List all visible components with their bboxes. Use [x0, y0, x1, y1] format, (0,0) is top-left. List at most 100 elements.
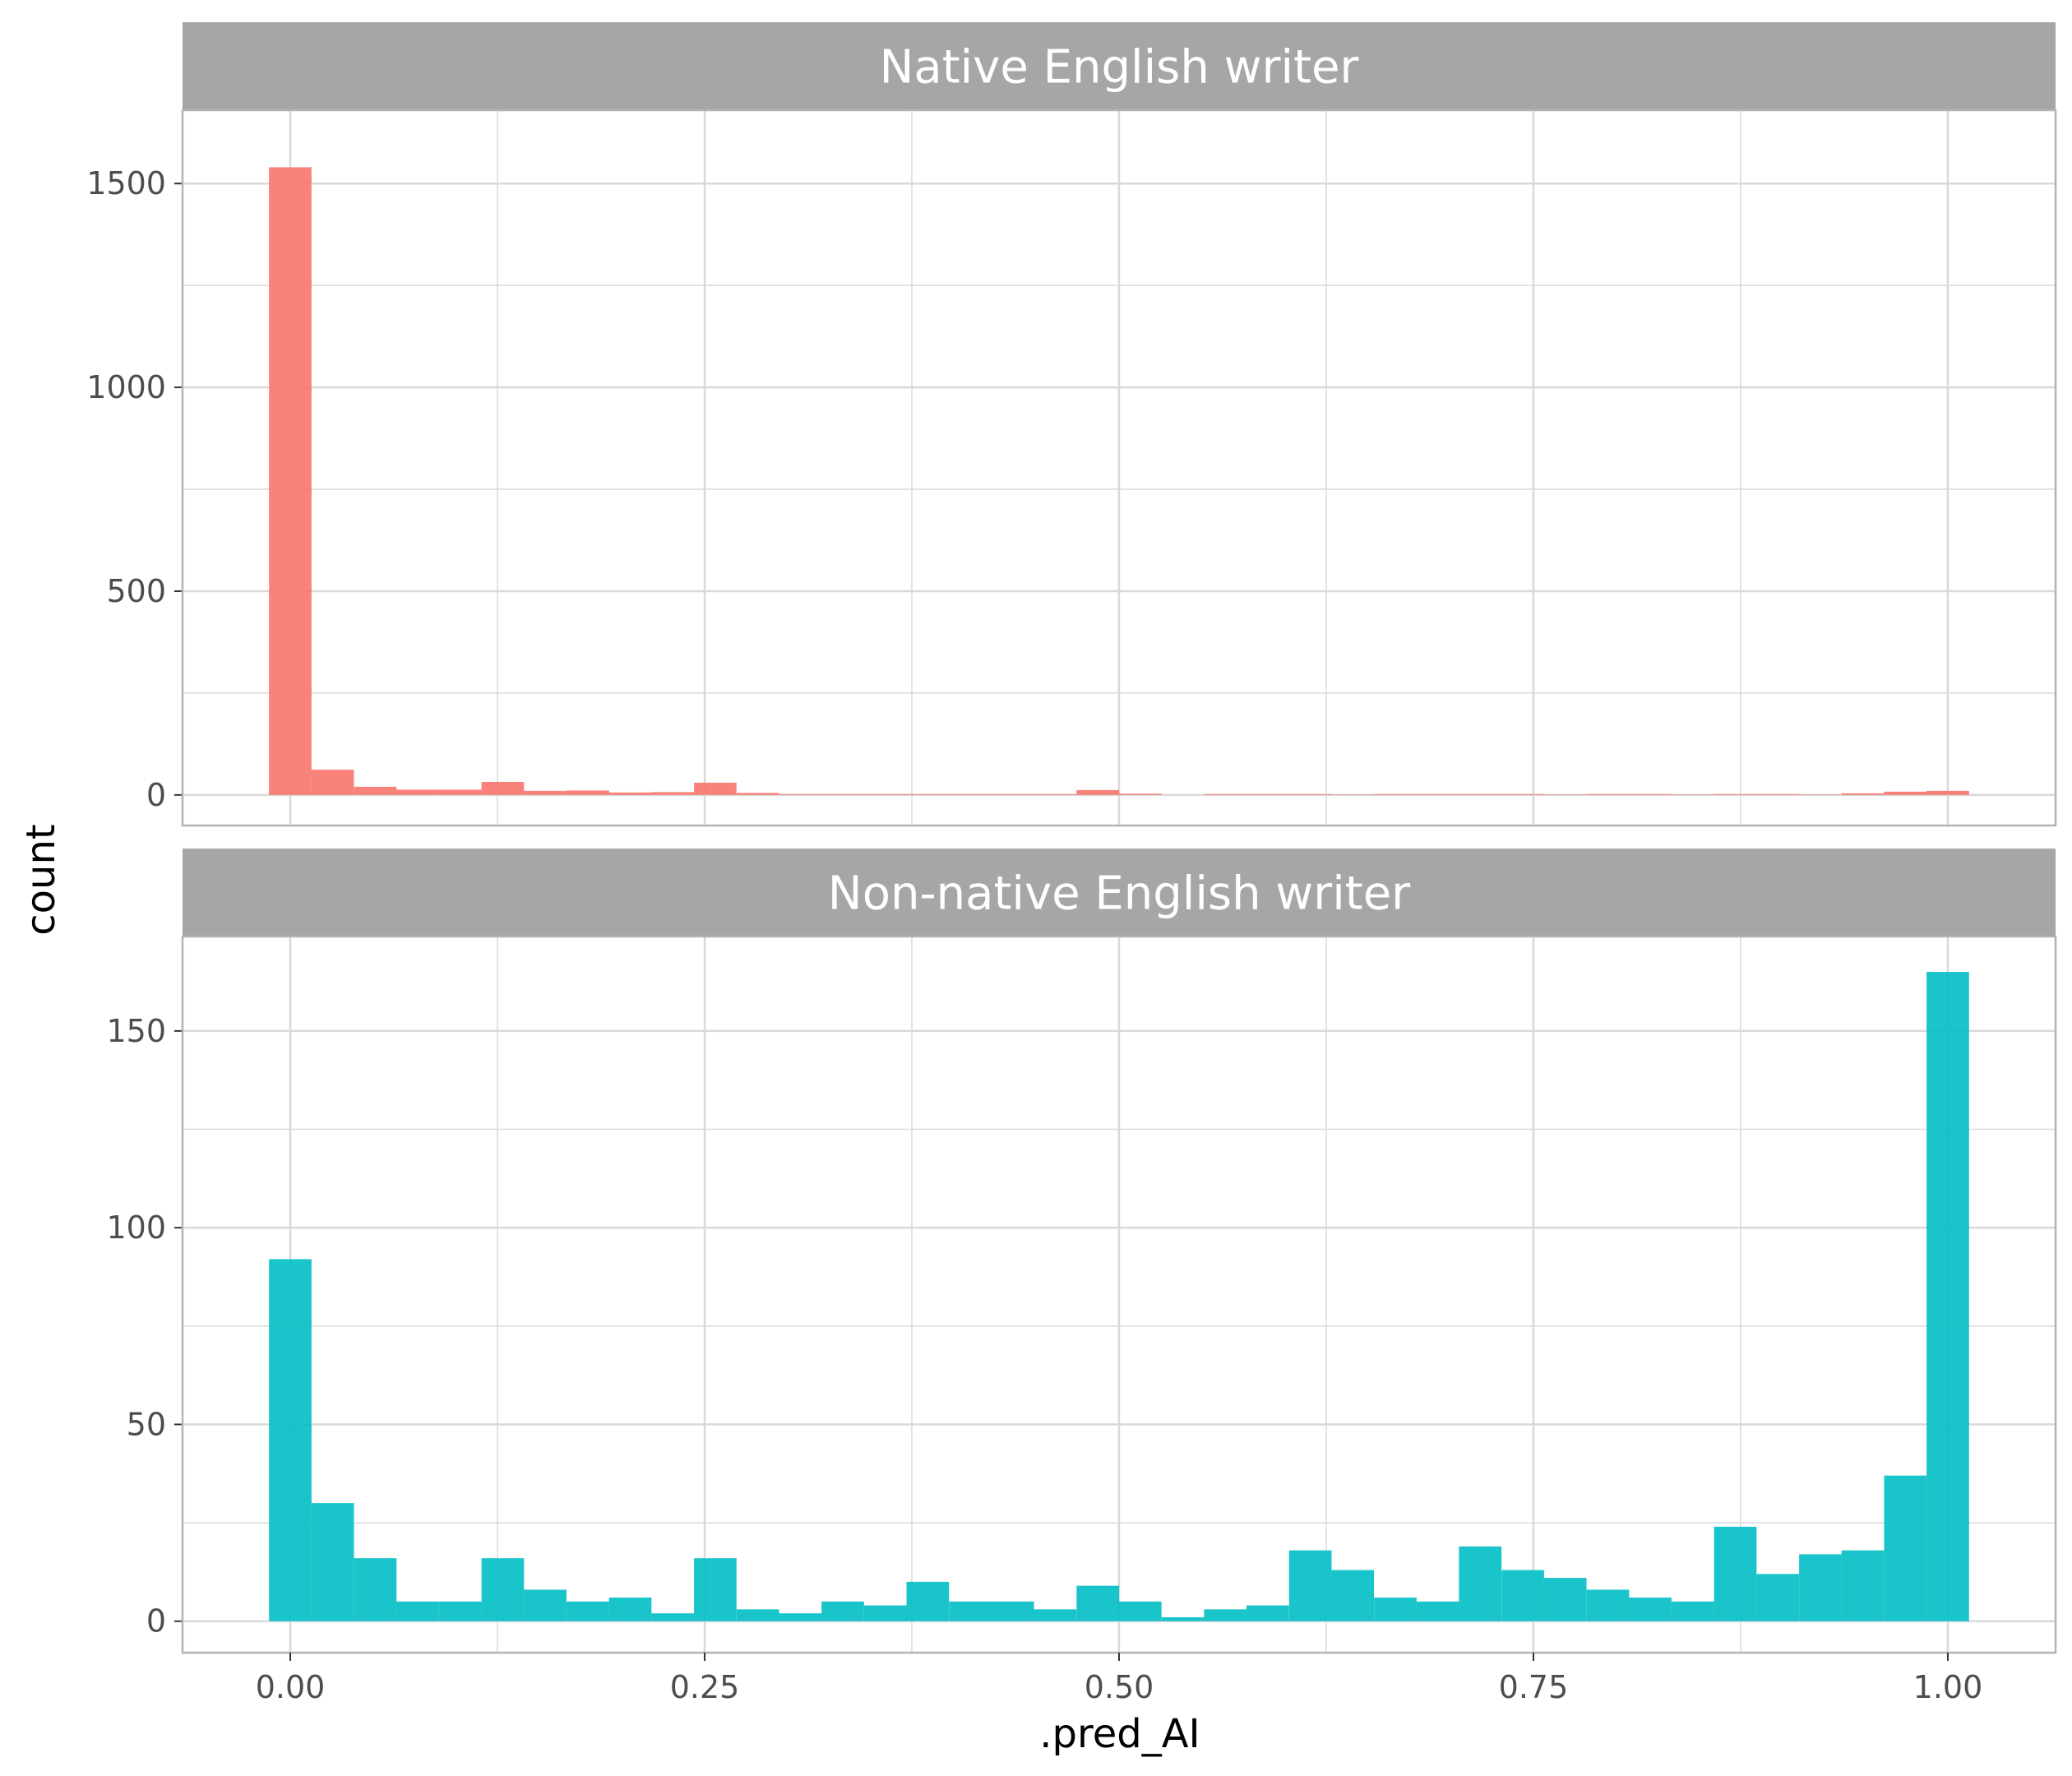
- panel-border: [181, 109, 2057, 827]
- histogram-bar: [311, 770, 354, 795]
- histogram-bar: [651, 792, 695, 795]
- histogram-bar: [1246, 793, 1289, 795]
- histogram-bar: [1204, 1609, 1247, 1621]
- histogram-bar: [1714, 1526, 1757, 1621]
- histogram-bar: [1543, 1578, 1587, 1621]
- histogram-bar: [949, 1601, 992, 1621]
- histogram-bar: [1459, 1546, 1502, 1621]
- histogram-bar: [1586, 793, 1630, 795]
- histogram-bar: [1756, 793, 1799, 795]
- histogram-bar: [1841, 793, 1885, 795]
- histogram-bar: [1459, 793, 1502, 795]
- histogram-bar: [1926, 972, 1969, 1621]
- y-tick-label: 0: [146, 1603, 166, 1640]
- y-tick-label: 1000: [86, 369, 166, 405]
- histogram-bar: [863, 1605, 907, 1621]
- histogram-bar: [481, 781, 525, 795]
- histogram-bar: [1629, 793, 1672, 795]
- histogram-bar: [821, 1601, 864, 1621]
- histogram-bar: [1118, 1601, 1162, 1621]
- histogram-bar: [567, 790, 609, 795]
- histogram-bar: [354, 1558, 397, 1621]
- histogram-bar: [1926, 790, 1969, 795]
- histogram-bar: [1331, 1570, 1375, 1621]
- histogram-bar: [1672, 1601, 1714, 1621]
- histogram-bar: [863, 793, 907, 795]
- histogram-bar: [1416, 793, 1459, 795]
- histogram-bar: [1586, 1589, 1630, 1621]
- histogram-bar: [567, 1601, 609, 1621]
- histogram-bar: [1884, 1475, 1927, 1621]
- histogram-bar: [269, 167, 312, 795]
- histogram-bar: [1331, 794, 1375, 795]
- facet-strip: [183, 849, 2056, 937]
- histogram-bar: [524, 1589, 567, 1621]
- histogram-bar: [1799, 1554, 1842, 1621]
- facet-strip: [183, 22, 2056, 110]
- histogram-bar: [991, 1601, 1034, 1621]
- facet-strip-label: Non-native English writer: [828, 867, 1411, 921]
- histogram-bar: [779, 1613, 822, 1621]
- histogram-bar: [1118, 793, 1162, 795]
- y-tick-label: 150: [106, 1013, 166, 1049]
- histogram-bar: [1672, 794, 1714, 795]
- histogram-bar: [1629, 1598, 1672, 1621]
- histogram-bar: [1034, 1609, 1077, 1621]
- panel-1: Native English writer 0 500 1000 1500: [86, 22, 2057, 827]
- histogram-bar: [608, 1598, 652, 1621]
- histogram-bar: [1076, 789, 1120, 795]
- histogram-bar: [1076, 1585, 1120, 1621]
- histogram-bar: [1034, 793, 1077, 795]
- y-axis-title: count: [18, 824, 64, 935]
- y-tick-label: 500: [106, 573, 166, 609]
- y-tick-label: 50: [127, 1406, 166, 1442]
- histogram-bar: [779, 793, 822, 795]
- histogram-bar: [1288, 1550, 1332, 1621]
- x-tick-label: 1.00: [1913, 1669, 1983, 1705]
- histogram-bar: [311, 1503, 354, 1621]
- histogram-bar: [991, 793, 1034, 795]
- histogram-bar: [1204, 793, 1247, 795]
- x-tick-label: 0.50: [1085, 1669, 1154, 1705]
- histogram-bar: [1416, 1601, 1459, 1621]
- histogram-bar: [1501, 1570, 1544, 1621]
- histogram-bar: [821, 793, 864, 795]
- facet-strip-label: Native English writer: [880, 41, 1360, 95]
- x-axis: 0.00 0.25 0.50 0.75 1.00: [256, 1653, 1983, 1705]
- histogram-bar: [736, 793, 779, 795]
- histogram-bar: [906, 793, 950, 795]
- panel-2: Non-native English writer 0 50 100 150: [106, 849, 2057, 1654]
- x-axis-title: .pred_AI: [1039, 1711, 1200, 1757]
- histogram-bar: [1288, 793, 1332, 795]
- histogram-bar: [1884, 791, 1927, 795]
- histogram-bar: [481, 1558, 525, 1621]
- histogram-bar: [1374, 1598, 1417, 1621]
- histogram-bar: [396, 1601, 439, 1621]
- y-tick-label: 0: [146, 777, 166, 813]
- x-tick-label: 0.75: [1499, 1669, 1569, 1705]
- histogram-bar: [1799, 794, 1842, 795]
- histogram-bar: [1841, 1550, 1885, 1621]
- histogram-bar: [1714, 793, 1757, 795]
- histogram-bar: [1161, 1616, 1205, 1621]
- histogram-bar: [269, 1259, 312, 1621]
- histogram-bar: [439, 789, 482, 795]
- histogram-bar: [1756, 1574, 1799, 1621]
- histogram-bar: [396, 789, 439, 795]
- histogram-bar: [694, 1558, 737, 1621]
- histogram-bar: [694, 782, 737, 795]
- y-tick-label: 100: [106, 1209, 166, 1246]
- histogram-bar: [1543, 794, 1587, 795]
- histogram-bar: [439, 1601, 482, 1621]
- histogram-bar: [906, 1581, 950, 1621]
- histogram-bar: [1374, 793, 1417, 795]
- histogram-bar: [524, 790, 567, 795]
- histogram-bar: [651, 1613, 695, 1621]
- histogram-bar: [1246, 1605, 1289, 1621]
- x-tick-label: 0.00: [256, 1669, 326, 1705]
- histogram-bar: [1501, 793, 1544, 795]
- y-tick-label: 1500: [86, 165, 166, 201]
- histogram-bar: [608, 792, 652, 795]
- histogram-bar: [736, 1609, 779, 1621]
